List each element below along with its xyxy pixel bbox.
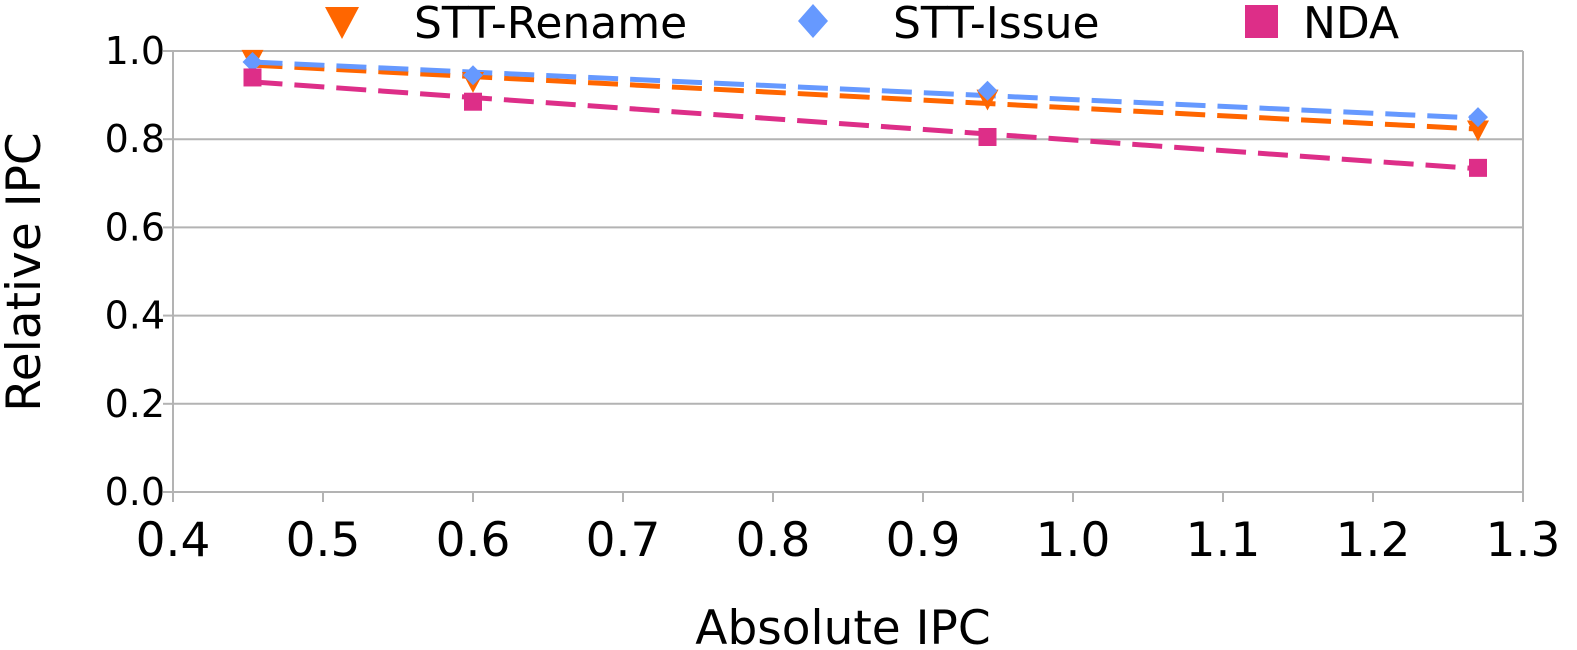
x-tick-label: 1.0: [1036, 513, 1111, 568]
y-tick-label: 1.0: [105, 29, 165, 73]
legend-label-nda: NDA: [1303, 0, 1399, 49]
x-tick-label: 1.2: [1336, 513, 1411, 568]
gridlines: [173, 50, 1523, 405]
point-stt-issue: [977, 80, 998, 101]
tick-labels: 0.0 0.2 0.4 0.6 0.8 1.0 0.4 0.5 0.6 0.7 0.8 0.9 1.0 1…: [105, 29, 1561, 568]
trendline-stt-issue: [252, 59, 1479, 121]
legend-label-stt-rename: STT-Rename: [414, 0, 687, 49]
x-tick-label: 0.5: [286, 513, 361, 568]
y-tick-label: 0.4: [105, 294, 165, 338]
point-stt-issue: [1468, 107, 1488, 128]
y-tick-label: 0.8: [105, 117, 165, 161]
point-stt-issue: [463, 65, 483, 86]
y-tick-label: 0.2: [105, 382, 165, 426]
x-tick-label: 0.8: [736, 513, 811, 568]
data-markers: [241, 49, 1489, 177]
y-tick-label: 0.0: [105, 470, 165, 514]
legend-label-stt-issue: STT-Issue: [893, 0, 1100, 49]
point-stt-rename: [1467, 120, 1489, 142]
point-nda: [464, 92, 482, 111]
x-tick-label: 0.9: [886, 513, 961, 568]
legend: STT-Rename STT-Issue NDA: [325, 0, 1399, 49]
trendline-stt-rename: [252, 62, 1479, 132]
legend-marker-nda: [1245, 5, 1278, 38]
x-tick-label: 0.4: [136, 513, 211, 568]
point-nda: [243, 68, 262, 87]
point-nda: [1469, 158, 1487, 177]
point-stt-issue: [242, 52, 263, 73]
y-axis-title: Relative IPC: [0, 132, 52, 412]
legend-marker-stt-issue: [798, 4, 828, 38]
y-tick-label: 0.6: [105, 205, 165, 249]
legend-marker-stt-rename: [325, 7, 359, 39]
axes: [163, 50, 1524, 502]
point-nda: [978, 127, 997, 146]
trendline-nda: [252, 79, 1479, 172]
x-tick-label: 1.1: [1186, 513, 1261, 568]
trendlines: [252, 59, 1479, 172]
x-tick-label: 1.3: [1486, 513, 1561, 568]
x-tick-label: 0.6: [436, 513, 511, 568]
x-tick-label: 0.7: [586, 513, 661, 568]
x-axis-title: Absolute IPC: [695, 601, 990, 650]
